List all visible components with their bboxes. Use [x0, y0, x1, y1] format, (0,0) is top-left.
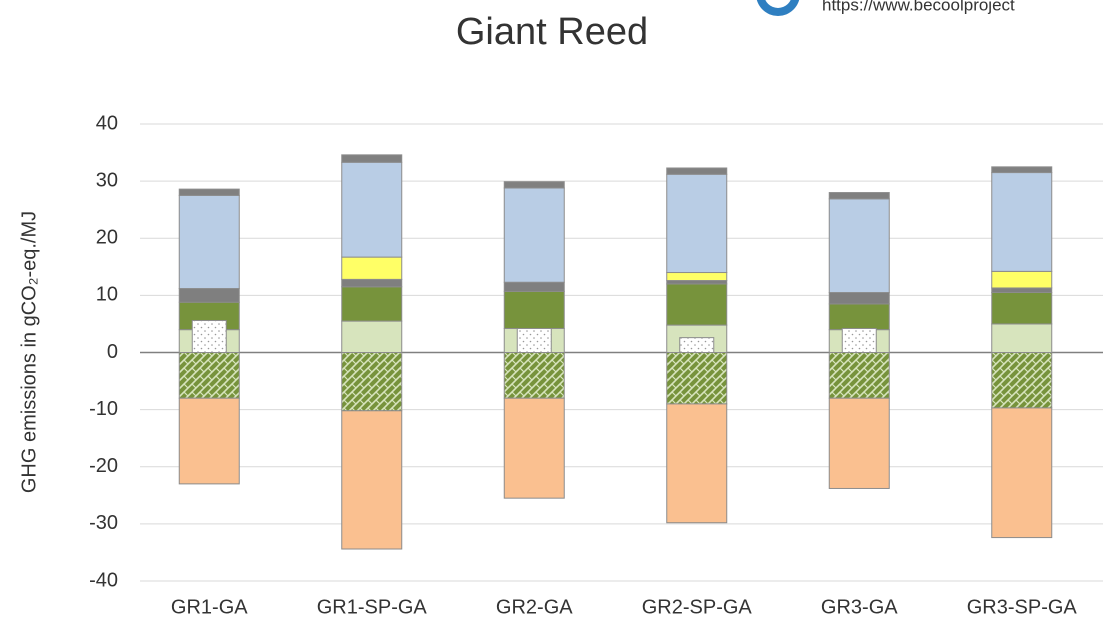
- bar-segment: [679, 337, 715, 353]
- bar-segment: [503, 397, 565, 499]
- bar-segment: [666, 403, 728, 524]
- bar-segment: [991, 352, 1053, 409]
- bar-segment: [828, 352, 890, 399]
- bar-segment: [828, 192, 890, 200]
- bar-segment: [991, 323, 1053, 353]
- bar-segment: [828, 292, 890, 305]
- bar-segment: [341, 320, 403, 353]
- bar-segment: [341, 161, 403, 258]
- bar-segment: [516, 328, 552, 354]
- bar-segment: [341, 154, 403, 163]
- bar-segment: [666, 173, 728, 274]
- x-tick-label: GR2-GA: [496, 596, 573, 618]
- bar-segment: [341, 256, 403, 280]
- bar-segment: [991, 287, 1053, 294]
- bars: GR1-GA GR1-SP-GA GR2-GA GR2-SP-GA GR3-GA GR3-…: [171, 154, 1078, 618]
- bar-segment: [828, 198, 890, 294]
- bar-segment: [503, 352, 565, 399]
- y-tick-label: -20: [89, 455, 118, 477]
- bar-segment: [991, 292, 1053, 325]
- bar-segment: [341, 278, 403, 288]
- bar-segment: [991, 270, 1053, 289]
- y-axis-label: GHG emissions in gCO₂-eq./MJ: [18, 211, 40, 493]
- y-tick-label: -10: [89, 398, 118, 420]
- x-tick-label: GR1-GA: [171, 596, 248, 618]
- y-tick-label: 30: [96, 169, 118, 191]
- bar-segment: [991, 166, 1053, 174]
- bar-segment: [178, 352, 240, 399]
- bar-segment: [191, 320, 227, 354]
- bar-segment: [828, 397, 890, 489]
- bar-segment: [841, 328, 877, 354]
- bar-segment: [666, 167, 728, 175]
- y-tick-label: 0: [107, 341, 118, 363]
- bar-segment: [503, 181, 565, 189]
- bar-segment: [666, 352, 728, 405]
- bar-segment: [178, 194, 240, 290]
- logo: [765, 0, 791, 8]
- x-tick-label: GR2-SP-GA: [642, 596, 753, 618]
- bar-segment: [503, 290, 565, 330]
- bar-segment: [341, 352, 403, 412]
- y-tick-label: 40: [96, 112, 118, 134]
- bar-segment: [178, 188, 240, 196]
- x-tick-label: GR3-GA: [821, 596, 898, 618]
- bar-segment: [991, 172, 1053, 272]
- bar-segment: [341, 410, 403, 550]
- bar-segment: [503, 281, 565, 292]
- y-tick-label: 20: [96, 227, 118, 249]
- y-tick-label: -40: [89, 569, 118, 591]
- source: https://www.becoolproject: [822, 0, 1015, 14]
- bar-segment: [341, 286, 403, 322]
- bar-segment: [828, 303, 890, 331]
- x-tick-label: GR3-SP-GA: [967, 596, 1078, 618]
- bar-segment: [666, 283, 728, 326]
- bar-segment: [503, 187, 565, 283]
- grid: -40 -30 -20 -10 0 10 20 30 40: [89, 112, 1103, 591]
- x-tick-label: GR1-SP-GA: [317, 596, 428, 618]
- bar-segment: [666, 272, 728, 282]
- bar-segment: [991, 407, 1053, 539]
- bar-segment: [178, 288, 240, 303]
- chart-title: Giant Reed: [456, 11, 648, 53]
- bar-segment: [178, 397, 240, 485]
- y-tick-label: -30: [89, 512, 118, 534]
- y-tick-label: 10: [96, 284, 118, 306]
- bar-segment: [666, 280, 728, 285]
